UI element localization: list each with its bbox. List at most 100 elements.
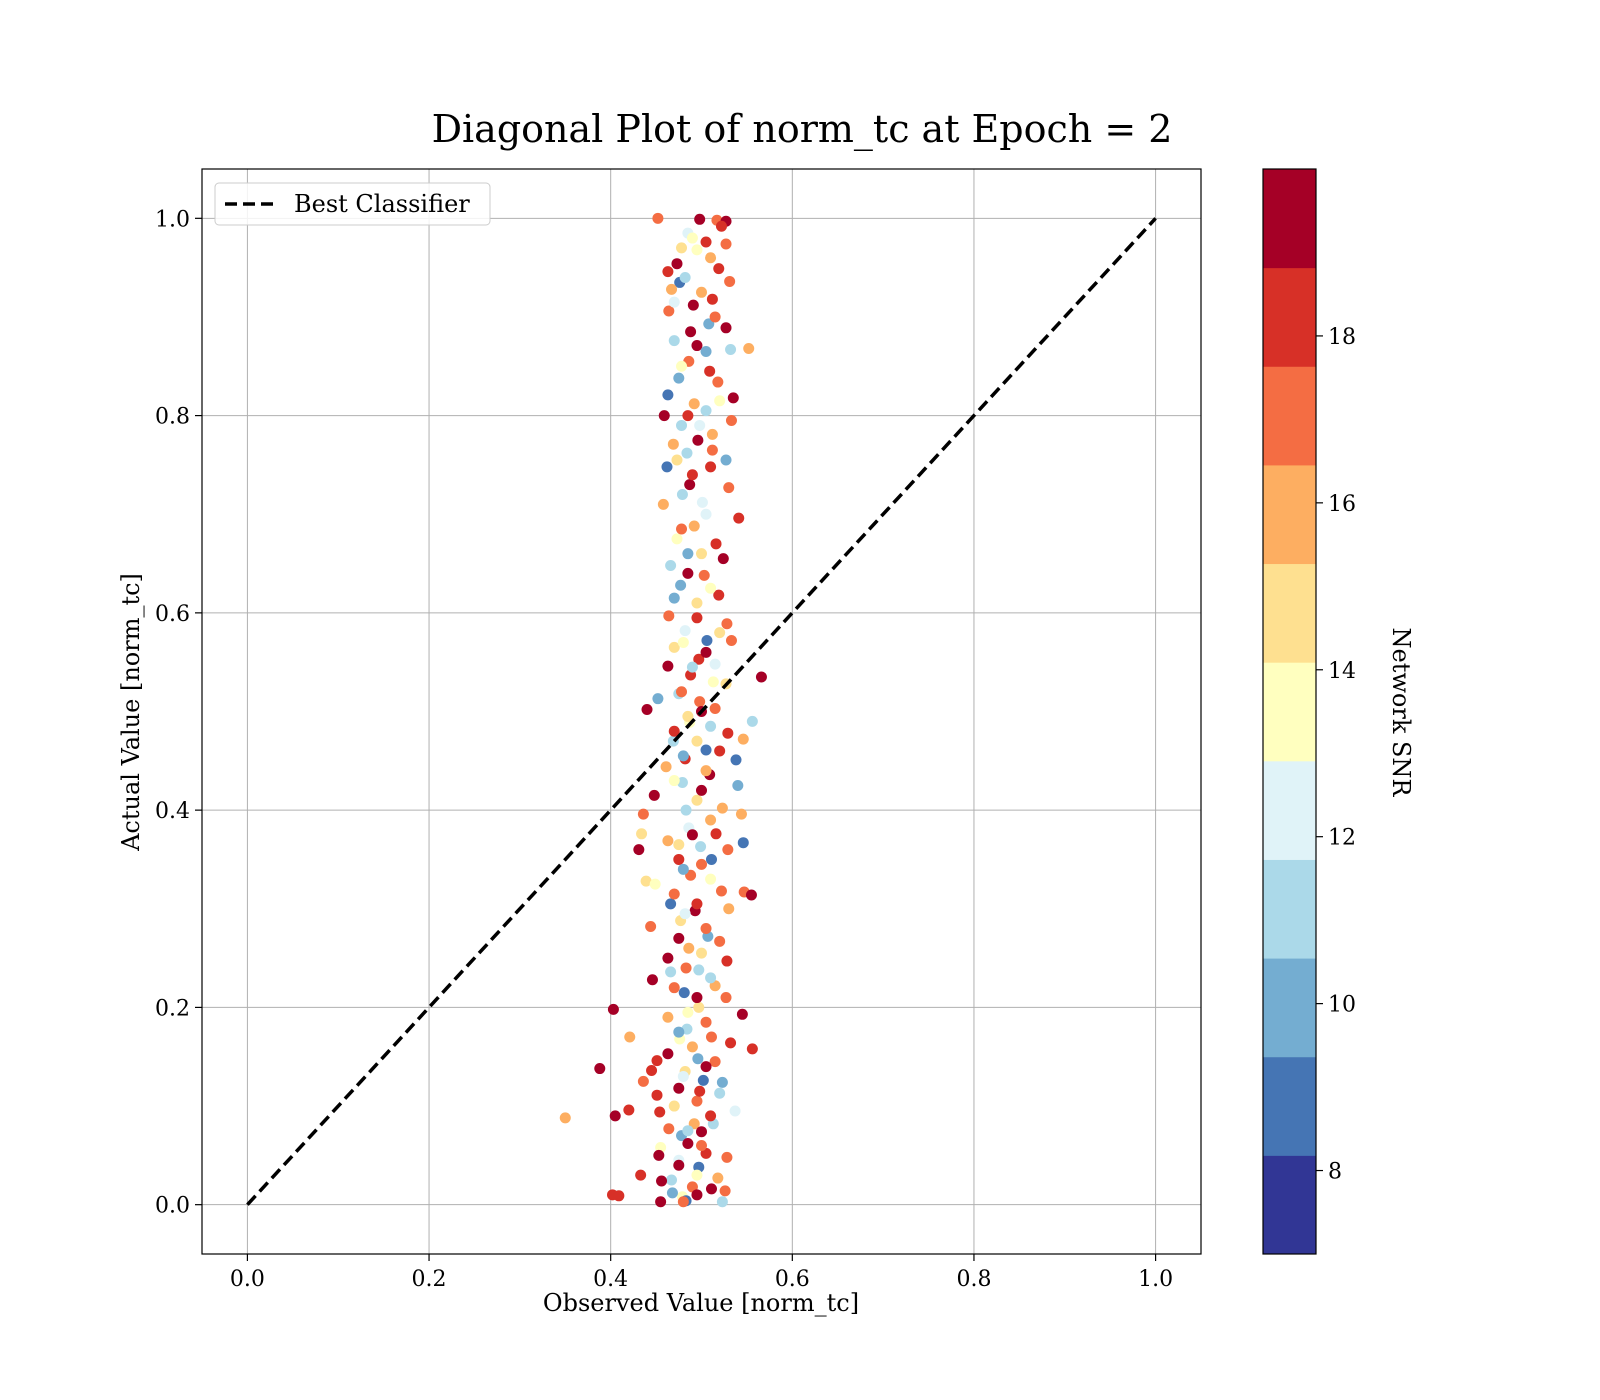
scatter-point — [677, 750, 689, 762]
y-tick-label: 0.4 — [155, 799, 190, 824]
scatter-point — [663, 610, 675, 622]
scatter-point — [723, 482, 735, 494]
colorbar-tick-label: 18 — [1328, 325, 1356, 350]
scatter-point — [724, 275, 736, 287]
scatter-point — [613, 1190, 625, 1202]
scatter-point — [676, 489, 688, 500]
x-axis-ticks: 0.0 0.2 0.4 0.6 0.8 1.0 — [230, 1254, 1173, 1292]
scatter-point — [691, 735, 703, 747]
scatter-point — [733, 512, 745, 524]
colorbar-segment — [1263, 1056, 1316, 1156]
scatter-point — [723, 903, 735, 915]
scatter-point — [694, 696, 706, 708]
scatter-point — [710, 538, 722, 550]
scatter-point — [667, 438, 679, 450]
scatter-point — [700, 1061, 712, 1073]
scatter-point — [722, 727, 734, 739]
scatter-point — [651, 1055, 663, 1067]
scatter-point — [705, 1183, 717, 1195]
colorbar-tick-label: 10 — [1328, 993, 1356, 1018]
scatter-point — [671, 533, 683, 545]
scatter-point — [691, 1095, 703, 1107]
scatter-point — [682, 410, 694, 422]
colorbar-tick-label: 14 — [1328, 659, 1356, 684]
scatter-point — [721, 1151, 733, 1163]
scatter-point — [666, 1187, 678, 1199]
y-tick-label: 1.0 — [155, 207, 190, 232]
scatter-point — [725, 344, 737, 355]
scatter-point — [680, 962, 692, 974]
scatter-point — [686, 469, 698, 481]
scatter-point — [682, 548, 694, 560]
scatter-point — [682, 1006, 694, 1018]
scatter-point — [696, 1126, 707, 1138]
scatter-point — [666, 283, 678, 295]
scatter-point — [691, 898, 703, 910]
scatter-point — [663, 305, 675, 317]
y-tick-label: 0.8 — [155, 405, 190, 430]
scatter-point — [721, 618, 733, 630]
scatter-point — [657, 498, 669, 510]
scatter-point — [668, 641, 680, 653]
scatter-point — [662, 266, 674, 278]
scatter-point — [653, 1149, 665, 1161]
scatter-point — [705, 720, 717, 732]
scatter-point — [677, 1070, 689, 1082]
scatter-point — [730, 754, 742, 766]
scatter-point — [709, 703, 721, 715]
scatter-points — [559, 212, 767, 1208]
scatter-point — [700, 345, 712, 357]
colorbar-segment — [1263, 169, 1316, 269]
scatter-point — [691, 612, 703, 624]
y-tick-label: 0.2 — [155, 996, 190, 1021]
legend-entry-best-classifier: Best Classifier — [294, 190, 470, 218]
colorbar-tick-label: 12 — [1328, 826, 1356, 851]
scatter-point — [641, 704, 653, 716]
y-tick-label: 0.6 — [155, 602, 190, 627]
scatter-point — [706, 428, 718, 440]
scatter-point — [709, 1056, 721, 1068]
scatter-point — [716, 802, 728, 814]
scatter-point — [706, 444, 718, 456]
scatter-point — [686, 829, 698, 841]
scatter-point — [700, 236, 712, 248]
scatter-point — [661, 461, 673, 473]
scatter-point — [700, 765, 712, 777]
scatter-point — [652, 693, 664, 705]
x-tick-label: 0.0 — [230, 1267, 265, 1292]
scatter-point — [705, 814, 717, 826]
scatter-point — [679, 272, 691, 283]
scatter-point — [594, 1063, 606, 1075]
scatter-point — [714, 395, 726, 407]
scatter-point — [703, 318, 715, 330]
scatter-point — [693, 964, 705, 976]
scatter-point — [678, 987, 690, 999]
best-classifier-line — [246, 217, 1157, 1206]
scatter-point — [635, 1169, 647, 1181]
scatter-point — [721, 955, 733, 967]
scatter-point — [716, 1196, 728, 1208]
scatter-point — [673, 1159, 685, 1171]
scatter-point — [712, 1172, 724, 1184]
colorbar: 8 10 12 14 16 18 — [1262, 168, 1356, 1255]
scatter-point — [714, 745, 726, 757]
scatter-point — [679, 908, 691, 920]
scatter-point — [714, 627, 726, 639]
scatter-point — [607, 1003, 619, 1015]
scatter-point — [662, 952, 674, 964]
scatter-point — [645, 921, 657, 933]
scatter-point — [655, 1196, 667, 1208]
scatter-point — [646, 974, 658, 986]
scatter-point — [662, 660, 674, 672]
colorbar-segment — [1263, 958, 1316, 1058]
scatter-point — [705, 582, 717, 594]
scatter-point — [680, 804, 692, 816]
scatter-point — [705, 972, 717, 984]
scatter-point — [719, 1185, 731, 1197]
scatter-point — [727, 392, 739, 404]
scatter-point — [671, 454, 683, 466]
scatter-point — [737, 733, 749, 745]
scatter-point — [693, 1001, 705, 1013]
scatter-point — [654, 1106, 666, 1118]
